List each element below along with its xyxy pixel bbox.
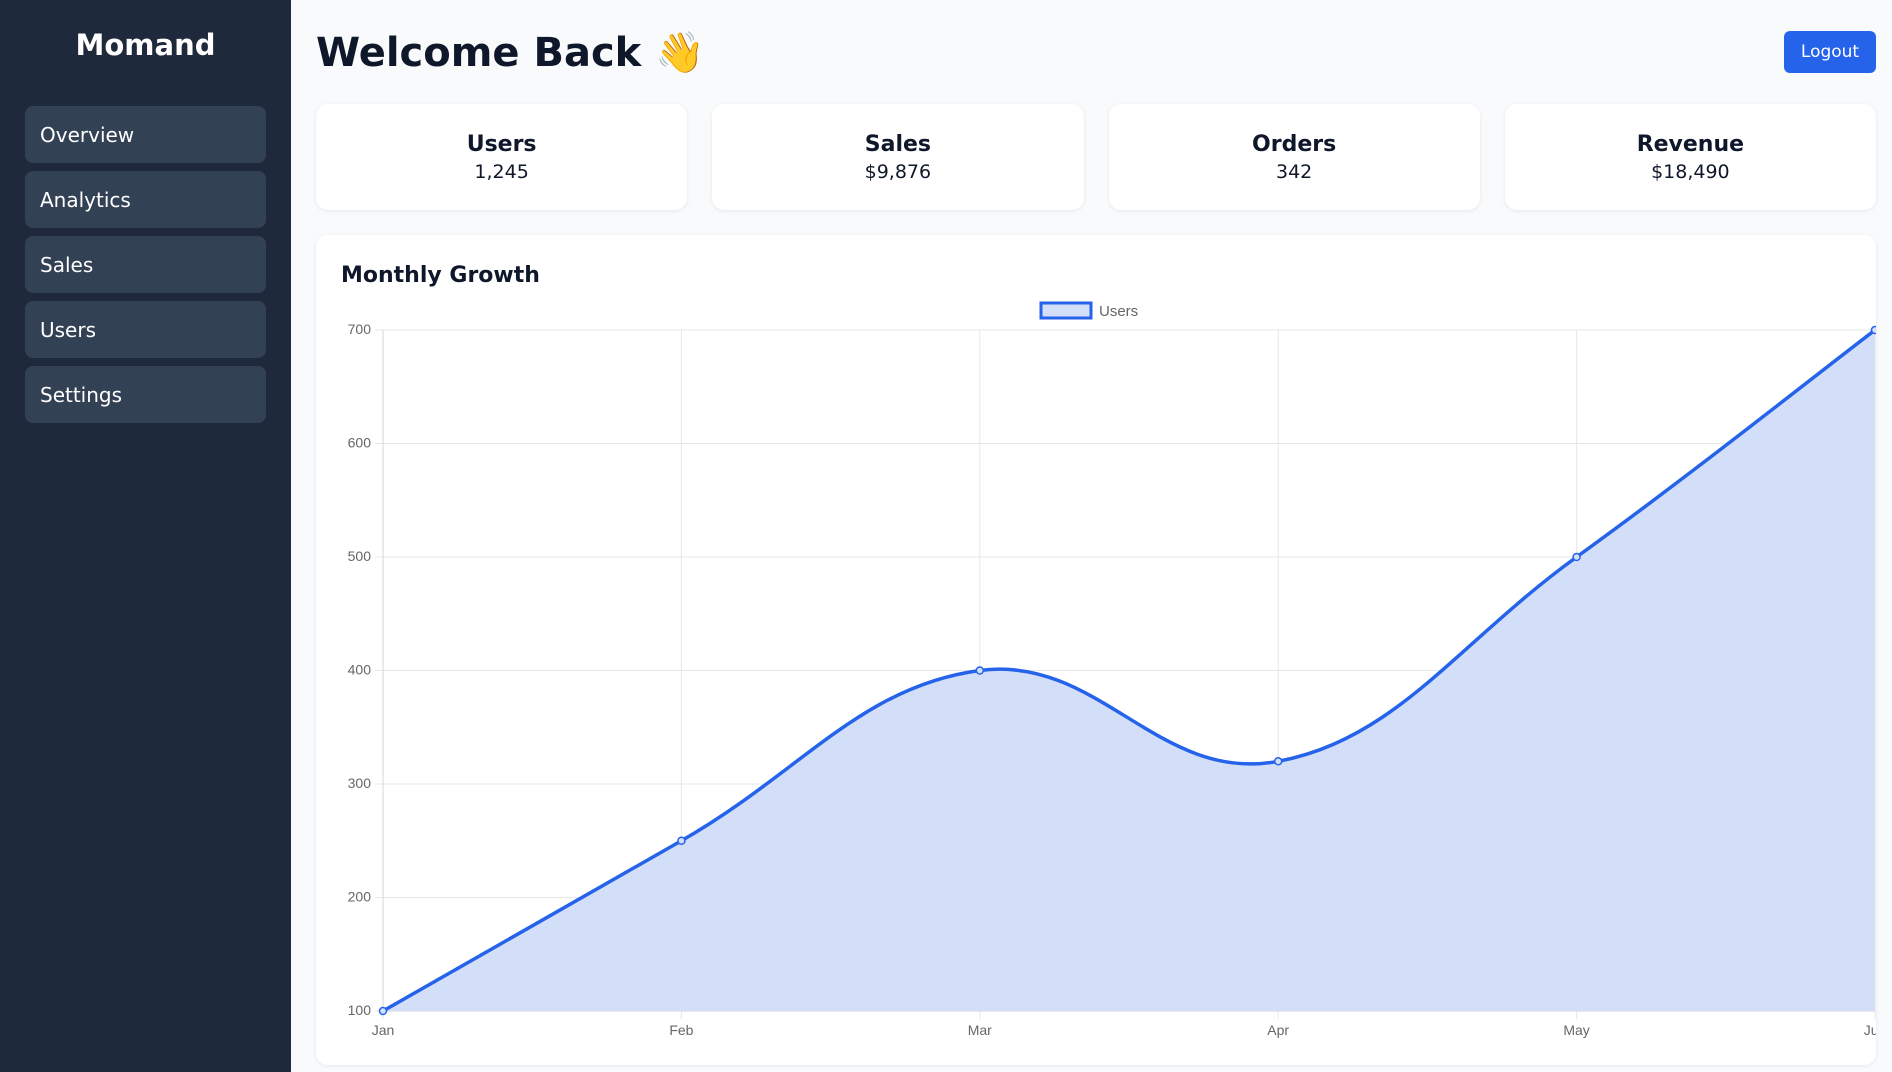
x-tick-label: Apr [1267,1022,1289,1038]
stat-card-users: Users 1,245 [316,104,688,210]
y-tick-label: 100 [348,1002,372,1018]
x-tick-label: Mar [968,1022,992,1038]
legend-label: Users [1099,303,1138,320]
stat-value: $9,876 [864,160,932,183]
sidebar: Momand Overview Analytics Sales Users Se… [0,0,291,1072]
y-tick-label: 400 [348,662,372,678]
stat-value: 342 [1275,160,1313,183]
sidebar-item-users[interactable]: Users [25,301,266,358]
header: Welcome Back 👋 Logout [316,0,1876,104]
y-tick-label: 700 [348,321,372,337]
x-tick-label: Jun [1864,1022,1876,1038]
growth-chart: 100 200 300 400 500 600 700 Jan Feb Mar Apr May Jun U… [348,301,1876,1038]
data-point [378,1006,388,1016]
y-tick-label: 300 [348,775,372,791]
chart-title: Monthly Growth [341,263,540,288]
sidebar-item-analytics[interactable]: Analytics [25,171,266,228]
y-tick-label: 600 [348,435,372,451]
stat-card-orders: Orders 342 [1108,104,1480,210]
data-point [1572,552,1581,562]
chart-card: Monthly Growth 100 200 300 400 500 600 700 Jan F… [316,235,1876,1065]
stat-card-revenue: Revenue $18,490 [1504,104,1876,210]
sidebar-item-sales[interactable]: Sales [25,236,266,293]
data-point [1273,757,1283,766]
x-tick-label: Feb [669,1022,693,1038]
stat-card-sales: Sales $9,876 [712,104,1084,210]
stat-label: Orders [1252,131,1337,157]
x-tick-label: Jan [372,1022,395,1038]
stat-value: $18,490 [1651,160,1730,183]
series-area [383,330,1875,1011]
stats-row: Users 1,245 Sales $9,876 Orders 342 Reve… [316,104,1876,210]
page-title: Welcome Back 👋 [316,29,705,76]
data-point [975,666,985,675]
y-tick-label: 500 [348,548,372,564]
logout-button[interactable]: Logout [1784,31,1876,73]
brand-logo: Momand [75,28,216,62]
sidebar-item-settings[interactable]: Settings [25,366,266,423]
sidebar-item-overview[interactable]: Overview [25,106,266,163]
main-content: Welcome Back 👋 Logout Users 1,245 Sales … [291,0,1892,1072]
stat-value: 1,245 [474,160,529,183]
series-line [382,328,1876,1013]
data-point [1870,325,1876,335]
stat-label: Users [466,131,537,157]
sidebar-nav: Overview Analytics Sales Users Settings [25,106,266,423]
data-point [677,836,686,845]
stat-label: Revenue [1636,131,1745,157]
legend-swatch [1039,301,1093,320]
x-tick-label: May [1563,1022,1589,1038]
y-tick-label: 200 [348,889,372,905]
stat-label: Sales [864,131,931,157]
